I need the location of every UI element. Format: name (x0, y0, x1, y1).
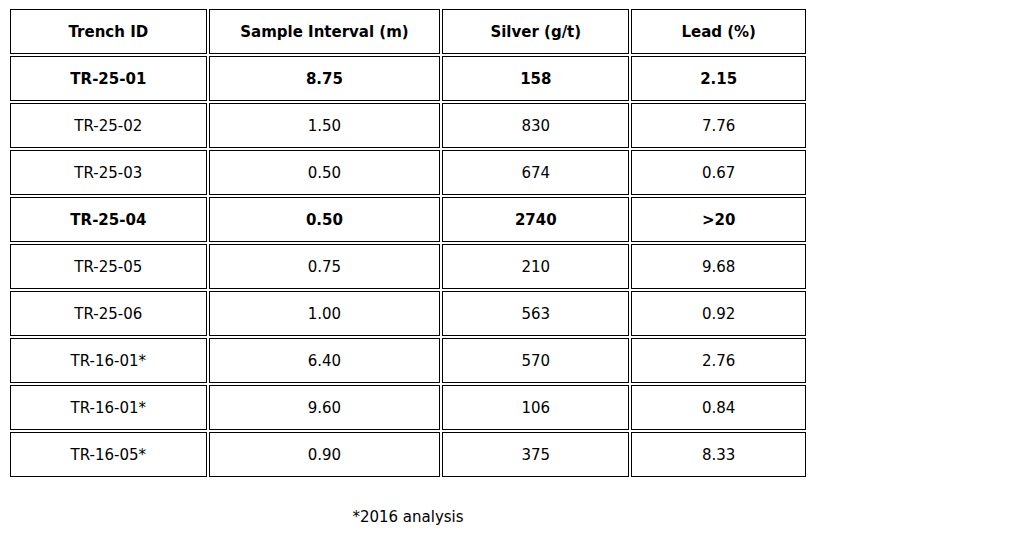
table-cell: >20 (631, 197, 806, 242)
table-cell: 7.76 (631, 103, 806, 148)
table-cell: 9.60 (209, 385, 440, 430)
table-cell: TR-25-03 (10, 150, 207, 195)
table-cell: 674 (442, 150, 629, 195)
trench-assay-table: Trench IDSample Interval (m)Silver (g/t)… (8, 7, 808, 479)
table-cell: 375 (442, 432, 629, 477)
table-cell: 570 (442, 338, 629, 383)
table-cell: 8.33 (631, 432, 806, 477)
table-cell: 2.76 (631, 338, 806, 383)
table-row: TR-25-050.752109.68 (10, 244, 806, 289)
table-header-row: Trench IDSample Interval (m)Silver (g/t)… (10, 9, 806, 54)
table-cell: 0.90 (209, 432, 440, 477)
table-cell: 830 (442, 103, 629, 148)
table-cell: 0.50 (209, 150, 440, 195)
table-row: TR-25-018.751582.15 (10, 56, 806, 101)
table-row: TR-16-05*0.903758.33 (10, 432, 806, 477)
table-cell: 1.50 (209, 103, 440, 148)
column-header: Silver (g/t) (442, 9, 629, 54)
table-row: TR-16-01*6.405702.76 (10, 338, 806, 383)
table-cell: 0.75 (209, 244, 440, 289)
table-cell: TR-25-06 (10, 291, 207, 336)
table-cell: TR-16-01* (10, 385, 207, 430)
table-cell: 0.67 (631, 150, 806, 195)
table-row: TR-16-01*9.601060.84 (10, 385, 806, 430)
table-cell: 0.84 (631, 385, 806, 430)
table-cell: 2.15 (631, 56, 806, 101)
table-cell: 0.50 (209, 197, 440, 242)
table-cell: 106 (442, 385, 629, 430)
table-cell: 9.68 (631, 244, 806, 289)
table-cell: TR-16-01* (10, 338, 207, 383)
column-header: Sample Interval (m) (209, 9, 440, 54)
table-cell: TR-25-05 (10, 244, 207, 289)
table-cell: TR-25-02 (10, 103, 207, 148)
table-cell: 2740 (442, 197, 629, 242)
table-row: TR-25-021.508307.76 (10, 103, 806, 148)
table-cell: 1.00 (209, 291, 440, 336)
column-header: Trench ID (10, 9, 207, 54)
table-row: TR-25-030.506740.67 (10, 150, 806, 195)
table-cell: 563 (442, 291, 629, 336)
table-cell: 8.75 (209, 56, 440, 101)
table-footnote: *2016 analysis (8, 508, 808, 526)
table-cell: 210 (442, 244, 629, 289)
page: Trench IDSample Interval (m)Silver (g/t)… (0, 0, 1036, 534)
table-cell: 6.40 (209, 338, 440, 383)
table-cell: TR-25-01 (10, 56, 207, 101)
table-cell: 0.92 (631, 291, 806, 336)
table-row: TR-25-040.502740>20 (10, 197, 806, 242)
column-header: Lead (%) (631, 9, 806, 54)
table-row: TR-25-061.005630.92 (10, 291, 806, 336)
table-cell: TR-16-05* (10, 432, 207, 477)
table-cell: TR-25-04 (10, 197, 207, 242)
table-cell: 158 (442, 56, 629, 101)
